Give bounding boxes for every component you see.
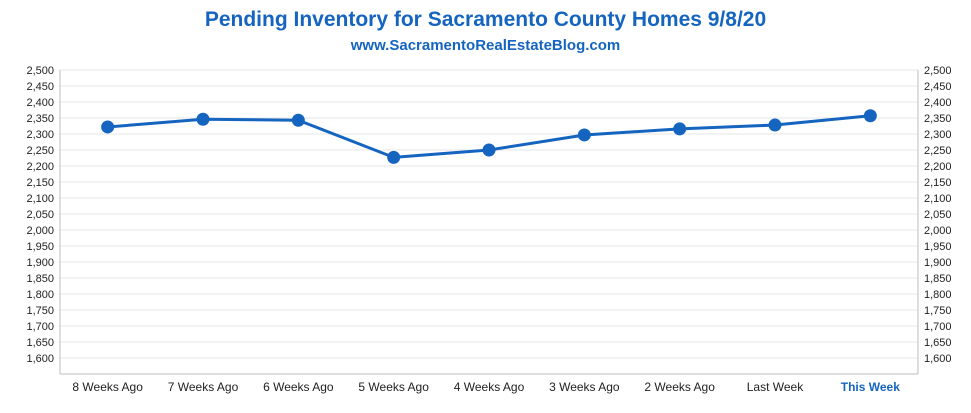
y-tick-label-left: 2,250 <box>26 145 54 157</box>
x-tick-label: This Week <box>841 380 900 394</box>
y-tick-label-right: 1,650 <box>924 337 952 349</box>
x-tick-label: 7 Weeks Ago <box>168 380 239 394</box>
y-tick-label-right: 1,850 <box>924 273 952 285</box>
x-tick-label: 5 Weeks Ago <box>358 380 429 394</box>
y-tick-label-right: 2,250 <box>924 145 952 157</box>
x-tick-label: 8 Weeks Ago <box>72 380 143 394</box>
y-tick-label-left: 1,850 <box>26 273 54 285</box>
y-tick-label-right: 2,350 <box>924 113 952 125</box>
y-tick-label-left: 2,300 <box>26 129 54 141</box>
y-tick-label-right: 2,500 <box>924 65 952 77</box>
data-point <box>577 128 591 142</box>
y-tick-label-left: 2,150 <box>26 177 54 189</box>
y-tick-label-left: 2,350 <box>26 113 54 125</box>
x-tick-label: 4 Weeks Ago <box>454 380 525 394</box>
data-point <box>673 122 687 136</box>
x-tick-label: 2 Weeks Ago <box>644 380 715 394</box>
y-tick-label-right: 1,950 <box>924 241 952 253</box>
y-tick-label-right: 2,400 <box>924 97 952 109</box>
y-tick-label-right: 1,900 <box>924 257 952 269</box>
y-tick-label-right: 2,100 <box>924 193 952 205</box>
x-tick-label: 3 Weeks Ago <box>549 380 620 394</box>
y-tick-label-left: 2,500 <box>26 65 54 77</box>
y-tick-label-left: 2,450 <box>26 81 54 93</box>
data-point <box>768 118 782 132</box>
y-tick-label-right: 2,200 <box>924 161 952 173</box>
data-point <box>101 120 115 134</box>
y-tick-label-right: 2,000 <box>924 225 952 237</box>
data-point <box>196 112 210 126</box>
data-point <box>863 109 877 123</box>
y-tick-label-left: 1,600 <box>26 353 54 365</box>
y-tick-label-right: 1,800 <box>924 289 952 301</box>
y-tick-label-left: 1,950 <box>26 241 54 253</box>
y-tick-label-left: 2,000 <box>26 225 54 237</box>
y-tick-label-left: 2,050 <box>26 209 54 221</box>
y-tick-label-right: 2,450 <box>924 81 952 93</box>
x-tick-label: 6 Weeks Ago <box>263 380 334 394</box>
data-point <box>387 150 401 164</box>
y-tick-label-right: 1,700 <box>924 321 952 333</box>
data-point <box>482 143 496 157</box>
y-tick-label-right: 1,750 <box>924 305 952 317</box>
y-tick-label-left: 1,900 <box>26 257 54 269</box>
x-tick-label: Last Week <box>747 380 804 394</box>
chart-title: Pending Inventory for Sacramento County … <box>204 8 767 31</box>
y-tick-label-left: 2,100 <box>26 193 54 205</box>
y-tick-label-right: 2,300 <box>924 129 952 141</box>
y-tick-label-left: 1,750 <box>26 305 54 317</box>
y-tick-label-left: 1,700 <box>26 321 54 333</box>
y-tick-label-left: 2,200 <box>26 161 54 173</box>
y-tick-label-left: 1,650 <box>26 337 54 349</box>
y-tick-label-left: 2,400 <box>26 97 54 109</box>
y-tick-label-right: 1,600 <box>924 353 952 365</box>
y-tick-label-left: 1,800 <box>26 289 54 301</box>
data-point <box>291 113 305 127</box>
y-tick-label-right: 2,050 <box>924 209 952 221</box>
chart-subtitle: www.SacramentoRealEstateBlog.com <box>350 37 621 54</box>
y-tick-label-right: 2,150 <box>924 177 952 189</box>
